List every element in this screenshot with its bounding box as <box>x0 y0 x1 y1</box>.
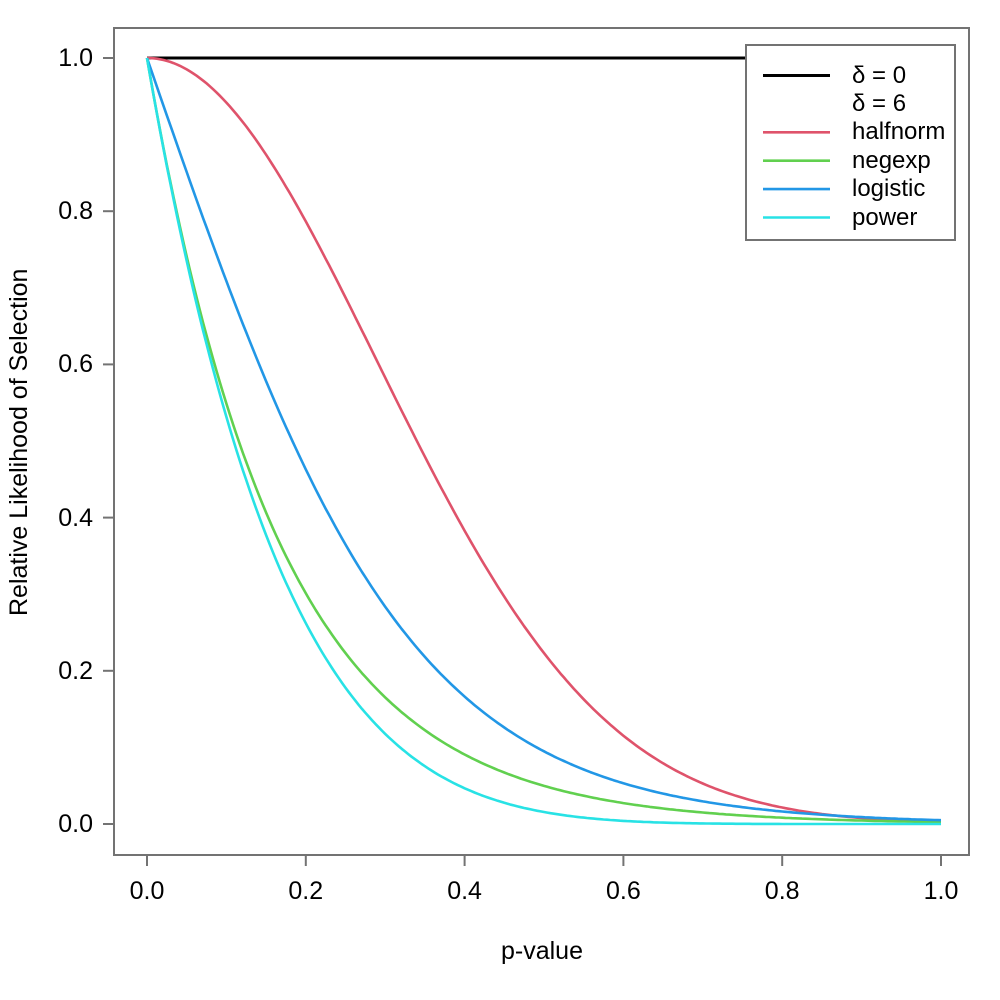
curve-logistic <box>145 57 942 822</box>
y-tick-label-0.6: 0.6 <box>58 350 93 379</box>
x-axis-title: p-value <box>501 937 583 965</box>
x-tick-label-0.6: 0.6 <box>606 877 641 905</box>
y-tick-label-1.0: 1.0 <box>58 44 93 72</box>
legend-label-halfnorm: halfnorm <box>852 118 946 146</box>
x-tick-label-0.0: 0.0 <box>129 877 165 905</box>
x-tick-label-1.0: 1.0 <box>923 877 959 905</box>
legend-label-logistic: logistic <box>852 175 926 203</box>
x-tick-label-0.4: 0.4 <box>447 877 482 905</box>
plot-box <box>113 27 970 856</box>
legend-box <box>745 44 956 241</box>
x-tick-label-0.8: 0.8 <box>764 877 800 905</box>
curve-halfnorm <box>146 56 942 824</box>
curve-negexp <box>145 57 941 824</box>
legend-label-negexp: negexp <box>852 146 931 174</box>
x-tick-label-0.2: 0.2 <box>288 877 324 905</box>
y-axis-title: Relative Likelihood of Selection <box>5 268 33 616</box>
y-tick-label-0.2: 0.2 <box>58 656 93 685</box>
y-tick-label-0.4: 0.4 <box>58 503 93 532</box>
legend-label-δ-=-6: δ = 6 <box>852 89 907 117</box>
legend-label-δ-=-0: δ = 0 <box>852 61 907 89</box>
curve-power <box>145 57 941 826</box>
y-tick-label-0.8: 0.8 <box>58 197 93 226</box>
y-tick-label-0.0: 0.0 <box>58 810 93 838</box>
legend-label-power: power <box>852 203 918 231</box>
